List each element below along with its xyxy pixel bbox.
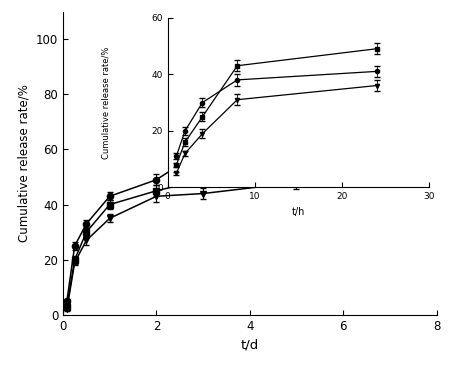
Legend: Paddle;, Flow through cell;, Shake-flask: Paddle;, Flow through cell;, Shake-flask (112, 382, 388, 384)
Y-axis label: Cumulative release rate/%: Cumulative release rate/% (18, 84, 30, 242)
X-axis label: t/d: t/d (241, 338, 259, 351)
